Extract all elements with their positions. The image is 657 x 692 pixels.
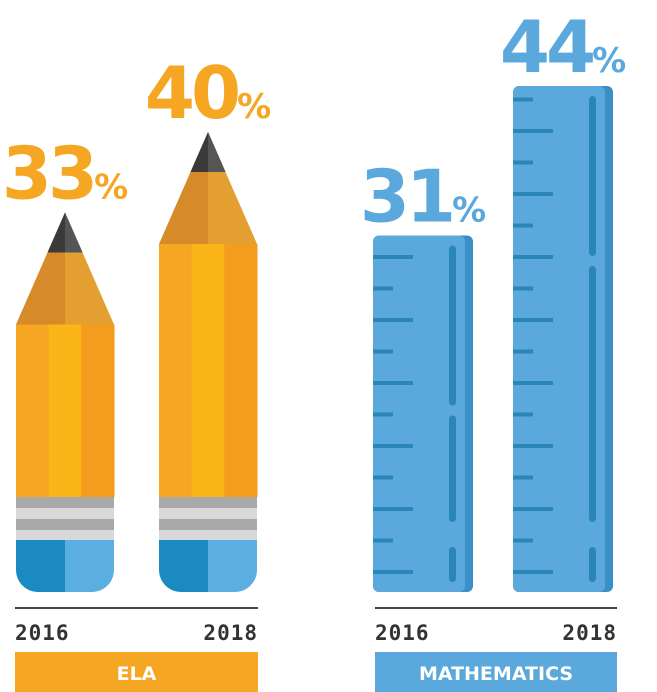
ruler-tick (513, 287, 533, 291)
pencil-eraser (208, 540, 257, 592)
pencil-body (16, 325, 49, 498)
pencil-body (159, 244, 192, 497)
pencil (16, 213, 115, 593)
ruler-tick (513, 98, 533, 102)
pencil-cone (208, 132, 257, 244)
ruler-slot (589, 266, 596, 522)
value-label: 40% (145, 51, 271, 135)
ruler-tick (513, 507, 553, 511)
chart: 33% 2016 40% 2018 ELA 31% 2016 44% 2018 MATHEMATI… (0, 0, 657, 692)
ruler-tick (373, 476, 393, 480)
ruler-tick (513, 161, 533, 165)
pencil-tip (65, 213, 83, 253)
year-label: 2016 (15, 621, 70, 645)
pencil-eraser (16, 540, 65, 592)
pencil-eraser (65, 540, 114, 592)
ruler-tick (373, 381, 413, 385)
ruler-tick (373, 539, 393, 543)
ruler-tick (373, 507, 413, 511)
ruler-slot (589, 96, 596, 256)
pencil-ferrule (16, 497, 114, 508)
ruler-tick (373, 318, 413, 322)
pencil-body (49, 325, 82, 498)
ruler-tick (373, 287, 393, 291)
pencil-tip (208, 132, 226, 172)
pencil-ferrule (16, 508, 114, 519)
ruler-tick (513, 255, 553, 259)
ruler-slot (589, 547, 596, 582)
pencil-eraser (159, 540, 208, 592)
year-label: 2018 (203, 621, 258, 645)
ruler (373, 236, 473, 593)
ruler-slot (449, 246, 456, 406)
ruler-tick (373, 570, 413, 574)
pencil-ferrule (16, 530, 114, 541)
value-label: 31% (360, 155, 486, 239)
ruler-tick (513, 318, 553, 322)
pencil-body (81, 325, 114, 498)
ruler (513, 86, 613, 592)
group-label: MATHEMATICS (419, 663, 573, 685)
value-label: 33% (2, 132, 128, 216)
ruler-tick (513, 224, 533, 228)
year-label: 2018 (562, 621, 617, 645)
pencil-body (224, 244, 257, 497)
pencil-ferrule (159, 508, 257, 519)
ruler-slot (449, 547, 456, 582)
ruler-tick (373, 413, 393, 417)
ruler-tick (513, 129, 553, 133)
pencil-cone (159, 132, 208, 244)
ruler-tick (513, 444, 553, 448)
ruler-tick (513, 476, 533, 480)
value-label: 44% (500, 5, 626, 89)
pencil-ferrule (159, 497, 257, 508)
ruler-tick (513, 350, 533, 354)
group-label: ELA (117, 663, 157, 685)
ruler-slot (449, 416, 456, 523)
ruler-tick (513, 570, 553, 574)
pencil-body (192, 244, 225, 497)
ruler-tick (513, 539, 533, 543)
ruler-tick (373, 255, 413, 259)
year-label: 2016 (375, 621, 430, 645)
ruler-tick (513, 413, 533, 417)
ruler-tick (373, 444, 413, 448)
pencil-ferrule (159, 519, 257, 530)
ruler-tick (513, 192, 553, 196)
pencil-ferrule (159, 530, 257, 541)
pencil (159, 132, 258, 592)
pencil-ferrule (16, 519, 114, 530)
ruler-tick (513, 381, 553, 385)
ruler-tick (373, 350, 393, 354)
